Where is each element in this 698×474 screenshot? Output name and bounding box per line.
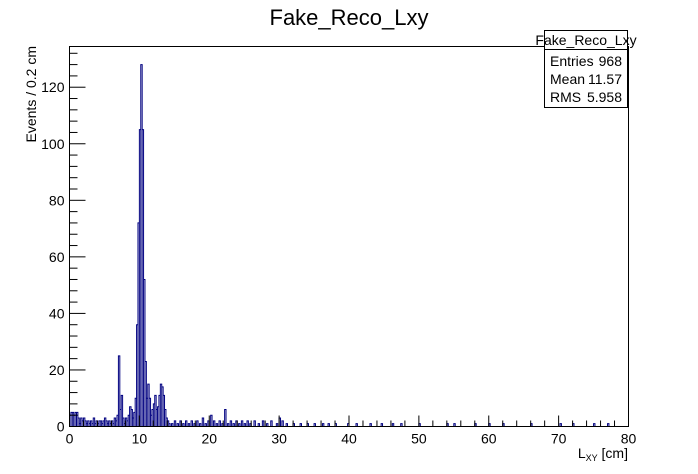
y-tick-label: 40 [49,305,65,321]
x-tick-label: 20 [201,431,217,447]
x-tick-label: 50 [411,431,427,447]
x-tick-label: 30 [271,431,287,447]
x-axis-label: LXY [cm] [578,445,628,463]
histogram-bars [69,64,629,427]
chart-title: Fake_Reco_Lxy [270,5,429,30]
stats-box-frame [544,30,628,108]
y-tick-label: 100 [41,136,65,152]
y-tick-label: 0 [57,419,65,435]
stats-mean-value: 11.57 [588,71,622,87]
y-tick-label: 60 [49,249,65,265]
stats-entries-label: Entries [550,53,594,69]
x-tick-label: 0 [66,431,74,447]
y-axis: 0 20 40 60 80 100 120 [41,52,86,435]
stats-box-title: Fake_Reco_Lxy [535,32,636,48]
y-tick-label: 80 [49,192,65,208]
y-tick-label: 20 [49,362,65,378]
stats-box: Fake_Reco_Lxy Entries 968 Mean 11.57 RMS… [535,30,637,108]
stats-mean-label: Mean [550,71,585,87]
x-axis-label-sub: XY [586,453,598,463]
x-tick-label: 40 [341,431,357,447]
y-axis-label: Events / 0.2 cm [23,46,39,142]
x-axis-label-main: L [578,445,586,461]
x-axis: 0 10 20 30 40 50 60 70 80 [66,415,637,447]
x-tick-label: 60 [481,431,497,447]
y-tick-label: 120 [41,79,65,95]
x-tick-label: 70 [551,431,567,447]
histogram-outline [69,64,629,427]
stats-rms-value: 5.958 [587,89,622,105]
x-tick-label: 80 [621,431,637,447]
stats-rms-label: RMS [550,89,581,105]
x-axis-label-unit: [cm] [598,445,628,461]
stats-entries-value: 968 [599,53,623,69]
x-tick-label: 10 [132,431,148,447]
